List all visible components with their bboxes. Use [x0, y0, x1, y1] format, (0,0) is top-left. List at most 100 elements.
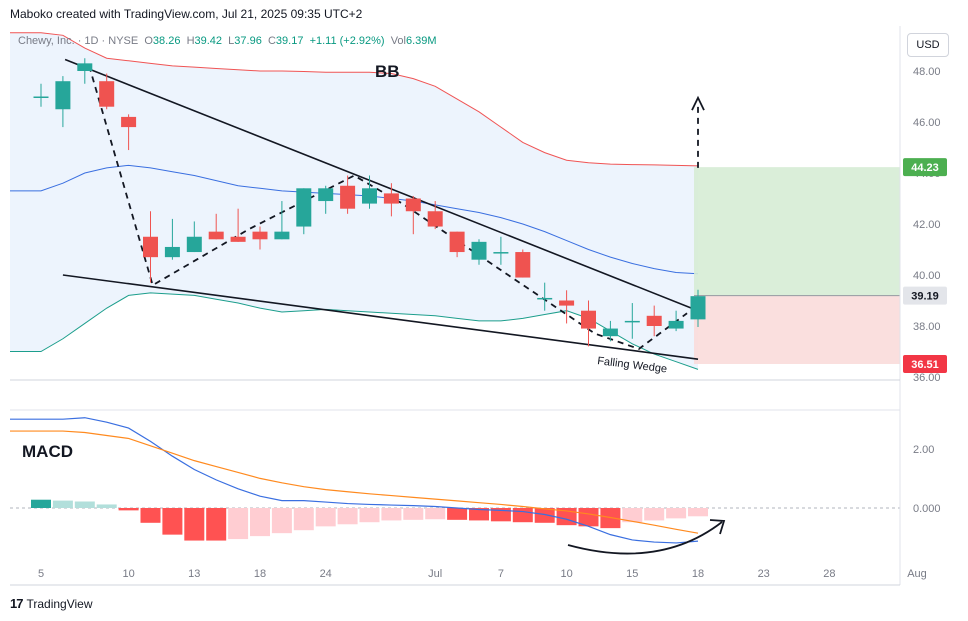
macd-histogram-bar — [52, 500, 73, 508]
candle-body — [383, 193, 399, 204]
chart-credit: Maboko created with TradingView.com, Jul… — [10, 7, 363, 21]
macd-histogram-bar — [359, 508, 380, 523]
change-value: +1.11 (+2.92%) — [309, 35, 385, 47]
tradingview-logo[interactable]: 17 TradingView — [10, 596, 93, 611]
macd-pane: MACD — [10, 417, 900, 555]
macd-histogram-bar — [469, 508, 489, 521]
price-tick-label: 46.00 — [913, 117, 941, 129]
candle-body — [602, 328, 618, 337]
candle-body — [340, 185, 356, 209]
candle-body — [318, 188, 334, 202]
macd-histogram-bar — [490, 508, 511, 522]
macd-histogram-bar — [644, 508, 665, 521]
price-tick-label: 38.00 — [913, 321, 941, 333]
wedge-upper-line — [64, 58, 699, 312]
macd-curve-arrow — [567, 521, 723, 555]
high-label: H — [186, 35, 195, 47]
candle-body — [581, 310, 596, 329]
candles — [33, 58, 706, 347]
macd-histogram-bar — [315, 508, 336, 527]
macd-histogram-bar — [512, 508, 533, 523]
macd-histogram-bar — [534, 508, 555, 523]
candle-body — [252, 231, 268, 240]
time-tick-label: 13 — [188, 568, 200, 580]
candle-body — [471, 241, 487, 260]
macd-histogram-bar — [381, 508, 402, 521]
macd-curve-arrowhead — [709, 519, 726, 535]
loss-zone — [694, 295, 900, 364]
time-tick-label: 18 — [254, 568, 266, 580]
time-tick-label: Jul — [428, 568, 442, 580]
macd-histogram-bar — [622, 508, 643, 523]
tradingview-logo-text: TradingView — [26, 596, 93, 611]
projection-arrow-head — [691, 95, 705, 111]
price-tick-label: 42.00 — [913, 219, 941, 231]
macd-histogram-bar — [293, 508, 314, 531]
macd-histogram-bar — [118, 508, 139, 511]
bb-annotation: BB — [375, 62, 400, 81]
time-tick-label: 7 — [498, 568, 504, 580]
wedge-lower-line — [62, 274, 699, 360]
price-tick-label: 48.00 — [913, 66, 941, 78]
volume-value: 6.39M — [406, 35, 437, 47]
macd-histogram-bar — [271, 508, 292, 534]
candle-body — [515, 252, 531, 278]
macd-histogram-bar — [184, 508, 205, 541]
macd-histogram-bar — [403, 508, 424, 520]
stop-price-badge-bg — [903, 354, 947, 373]
candle-body — [143, 236, 158, 258]
macd-tick-label: 2.00 — [913, 444, 934, 456]
candle-body — [690, 296, 706, 320]
candle-body — [77, 63, 93, 71]
signal-line — [10, 430, 699, 534]
time-tick-label: 24 — [320, 568, 332, 580]
candle-body — [99, 81, 115, 107]
falling-wedge-label: Falling Wedge — [597, 355, 668, 375]
close-value: 39.17 — [275, 35, 304, 47]
candle-body — [33, 96, 49, 98]
tradingview-logo-icon: 17 — [10, 596, 24, 611]
candle-body — [559, 300, 575, 306]
macd-tick-label: 0.000 — [913, 503, 941, 515]
time-tick-label: Aug — [907, 568, 927, 580]
macd-histogram-bar — [688, 508, 708, 517]
macd-histogram-bar — [206, 508, 227, 541]
close-label: C — [267, 35, 276, 47]
candle-body — [449, 231, 465, 253]
macd-histogram-bar — [425, 508, 446, 520]
candle-body — [230, 236, 246, 242]
candle-body — [405, 198, 421, 212]
candle-body — [362, 188, 377, 204]
time-tick-label: 10 — [122, 568, 134, 580]
macd-histogram-bar — [162, 508, 183, 535]
candle-body — [493, 252, 509, 254]
macd-annotation: MACD — [22, 442, 73, 461]
price-tick-label: 36.00 — [913, 372, 941, 384]
macd-histogram-bar — [250, 508, 270, 537]
candle-body — [668, 320, 684, 329]
price-tick-label: 40.00 — [913, 270, 941, 282]
profit-zone — [694, 167, 900, 296]
currency-button[interactable]: USD — [907, 33, 949, 57]
price-pane: BB Falling Wedge — [10, 32, 900, 376]
entry-price-badge-bg — [903, 286, 947, 305]
time-tick-label: 23 — [758, 568, 770, 580]
symbol-name: Chewy, Inc. · 1D · NYSE — [18, 35, 139, 47]
time-tick-label: 28 — [823, 568, 835, 580]
candle-body — [55, 81, 71, 110]
macd-histogram-bar — [96, 504, 117, 508]
candle-body — [296, 188, 312, 227]
wave-path — [88, 65, 688, 350]
macd-histogram-bar — [447, 508, 468, 520]
high-value: 39.42 — [194, 35, 223, 47]
entry-price-badge: 39.19 — [911, 291, 939, 303]
macd-histogram-bar — [337, 508, 358, 525]
time-tick-label: 15 — [626, 568, 638, 580]
candle-body — [624, 320, 640, 323]
time-tick-label: 10 — [560, 568, 572, 580]
target-price-badge: 44.23 — [911, 162, 939, 174]
candle-body — [186, 236, 202, 253]
macd-histogram-bar — [228, 508, 249, 540]
bb-basis-line — [10, 164, 699, 275]
